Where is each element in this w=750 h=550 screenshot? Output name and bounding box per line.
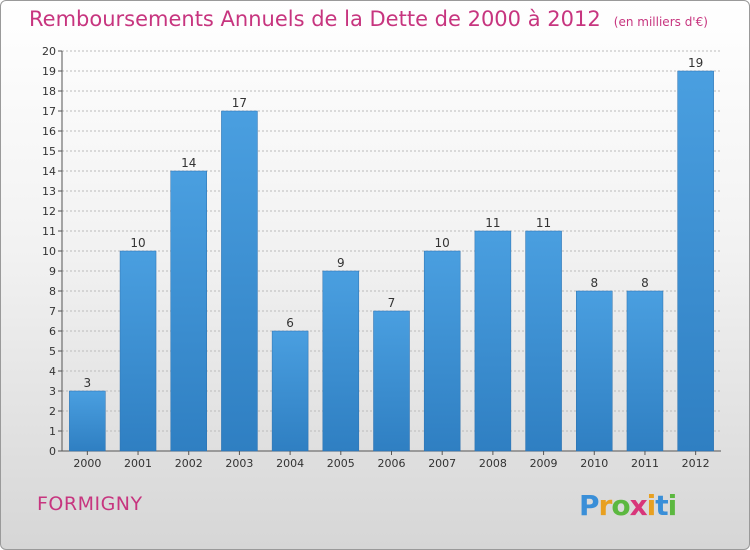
data-label: 19 bbox=[688, 56, 703, 70]
x-tick-label: 2003 bbox=[225, 457, 253, 470]
data-label: 8 bbox=[590, 276, 598, 290]
logo-letter: i bbox=[646, 489, 657, 522]
data-label: 7 bbox=[388, 296, 396, 310]
data-label: 9 bbox=[337, 256, 345, 270]
data-label: 10 bbox=[435, 236, 450, 250]
y-tick-label: 12 bbox=[42, 205, 56, 218]
data-label: 11 bbox=[536, 216, 551, 230]
x-tick-label: 2010 bbox=[580, 457, 608, 470]
logo-letter: x bbox=[629, 489, 648, 522]
logo-letter: i bbox=[667, 489, 678, 522]
bar-2004 bbox=[271, 330, 309, 452]
y-tick-label: 10 bbox=[42, 245, 56, 258]
logo-letter: o bbox=[611, 489, 630, 522]
data-label: 10 bbox=[130, 236, 145, 250]
y-tick-label: 19 bbox=[42, 65, 56, 78]
y-tick-label: 20 bbox=[42, 45, 56, 58]
data-label: 6 bbox=[286, 316, 294, 330]
bar-2002 bbox=[170, 170, 207, 452]
commune-name: FORMIGNY bbox=[37, 493, 143, 515]
y-tick-label: 11 bbox=[42, 225, 56, 238]
title-main: Remboursements Annuels de la Dette de 20… bbox=[29, 7, 601, 31]
logo-letter: r bbox=[598, 489, 613, 522]
y-tick-label: 16 bbox=[42, 125, 56, 138]
x-tick-label: 2004 bbox=[276, 457, 304, 470]
logo-letter: t bbox=[655, 489, 668, 522]
data-label: 14 bbox=[181, 156, 196, 170]
bar-2008 bbox=[474, 230, 512, 452]
y-tick-label: 15 bbox=[42, 145, 56, 158]
bar-2005 bbox=[322, 270, 360, 452]
bar-2000 bbox=[69, 390, 106, 452]
y-tick-label: 2 bbox=[49, 405, 56, 418]
x-tick-label: 2001 bbox=[124, 457, 152, 470]
data-label: 11 bbox=[485, 216, 500, 230]
y-tick-label: 4 bbox=[49, 365, 56, 378]
chart-title: Remboursements Annuels de la Dette de 20… bbox=[29, 7, 708, 31]
x-tick-label: 2012 bbox=[682, 457, 710, 470]
y-tick-label: 1 bbox=[49, 425, 56, 438]
data-label: 3 bbox=[84, 376, 92, 390]
bar-2012 bbox=[677, 70, 714, 452]
bar-2009 bbox=[525, 230, 562, 452]
x-tick-label: 2011 bbox=[631, 457, 659, 470]
data-label: 8 bbox=[641, 276, 649, 290]
x-tick-label: 2007 bbox=[428, 457, 456, 470]
x-tick-label: 2000 bbox=[73, 457, 101, 470]
y-tick-label: 0 bbox=[49, 445, 56, 458]
x-tick-label: 2008 bbox=[479, 457, 507, 470]
bar-2001 bbox=[119, 250, 157, 452]
x-tick-label: 2006 bbox=[378, 457, 406, 470]
y-tick-label: 17 bbox=[42, 105, 56, 118]
x-tick-label: 2005 bbox=[327, 457, 355, 470]
title-unit: (en milliers d'€) bbox=[613, 15, 708, 29]
logo-letter: P bbox=[579, 489, 600, 522]
bar-2011 bbox=[626, 290, 664, 452]
x-tick-label: 2009 bbox=[530, 457, 558, 470]
y-tick-label: 6 bbox=[49, 325, 56, 338]
y-tick-label: 14 bbox=[42, 165, 56, 178]
y-tick-label: 13 bbox=[42, 185, 56, 198]
proxiti-logo: Proxiti bbox=[579, 489, 678, 522]
y-tick-label: 7 bbox=[49, 305, 56, 318]
x-tick-label: 2002 bbox=[175, 457, 203, 470]
y-tick-label: 8 bbox=[49, 285, 56, 298]
bar-2006 bbox=[373, 310, 410, 452]
bar-2003 bbox=[221, 110, 258, 452]
y-tick-label: 9 bbox=[49, 265, 56, 278]
bar-2010 bbox=[576, 290, 613, 452]
y-tick-label: 3 bbox=[49, 385, 56, 398]
bar-2007 bbox=[423, 250, 461, 452]
y-tick-label: 18 bbox=[42, 85, 56, 98]
data-label: 17 bbox=[232, 96, 247, 110]
y-tick-label: 5 bbox=[49, 345, 56, 358]
